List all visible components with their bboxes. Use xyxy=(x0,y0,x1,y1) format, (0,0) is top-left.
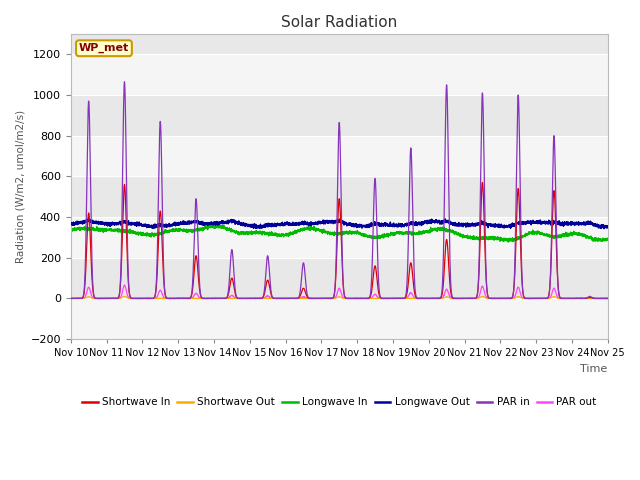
Bar xyxy=(71,299,608,339)
Title: Solar Radiation: Solar Radiation xyxy=(281,15,397,30)
Bar xyxy=(71,54,608,95)
Bar xyxy=(71,217,608,258)
Text: WP_met: WP_met xyxy=(79,43,129,53)
Bar xyxy=(71,136,608,176)
Legend: Shortwave In, Shortwave Out, Longwave In, Longwave Out, PAR in, PAR out: Shortwave In, Shortwave Out, Longwave In… xyxy=(77,393,601,411)
X-axis label: Time: Time xyxy=(580,364,608,374)
Y-axis label: Radiation (W/m2, umol/m2/s): Radiation (W/m2, umol/m2/s) xyxy=(15,110,25,263)
